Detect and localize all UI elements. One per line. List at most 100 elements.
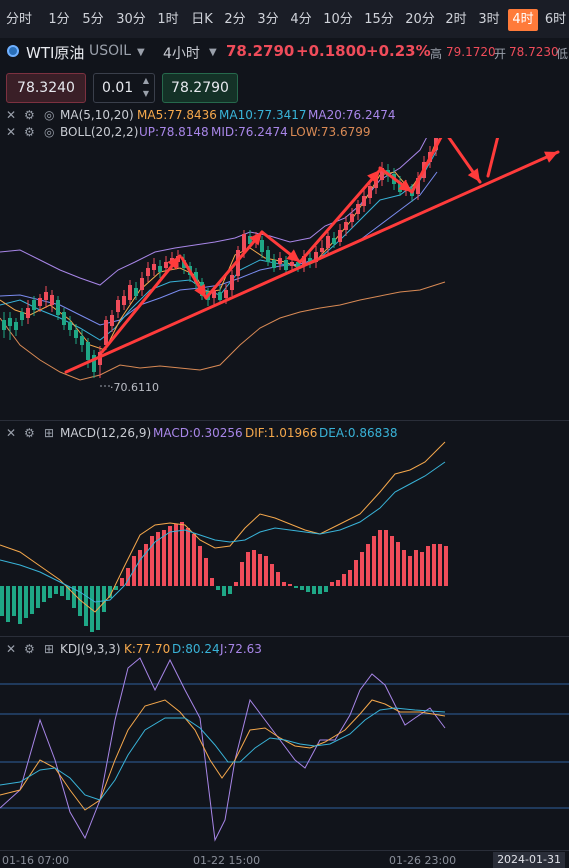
annotation-arrow-head	[286, 249, 300, 262]
macd-histogram-bar	[360, 552, 364, 586]
tab-12[interactable]: 2时	[445, 12, 467, 27]
close-boll-icon[interactable]: ✕	[6, 125, 17, 139]
macd-histogram-bar	[384, 530, 388, 586]
kdj-chart[interactable]	[0, 656, 569, 850]
macd-histogram-bar	[378, 530, 382, 586]
macd-histogram-bar	[48, 586, 52, 598]
annotation-arrow-line	[100, 254, 182, 354]
tab-1[interactable]: 1分	[48, 12, 70, 27]
visibility-boll-icon[interactable]: ◎	[44, 125, 55, 139]
annotation-arrow-head	[167, 256, 180, 270]
candle-body	[56, 300, 60, 315]
stepper-down-icon[interactable]: ▼	[142, 89, 150, 98]
candle-body	[380, 168, 384, 180]
symbol-name[interactable]: WTI原油	[26, 44, 85, 62]
tab-9[interactable]: 10分	[323, 12, 353, 27]
interval-dropdown-icon[interactable]: ▼	[209, 47, 217, 58]
macd-histogram-bar	[234, 582, 238, 586]
macd-histogram-bar	[216, 586, 220, 590]
candle-body	[38, 298, 42, 306]
candle-body	[74, 330, 78, 338]
ma20-value: MA20:76.2474	[308, 108, 396, 122]
macd-histogram-bar	[78, 586, 82, 616]
macd-histogram-bar	[270, 564, 274, 586]
dif-value: DIF:1.01966	[245, 426, 318, 440]
tab-5[interactable]: 日K	[191, 12, 213, 27]
candle-body	[368, 186, 372, 198]
macd-chart[interactable]	[0, 440, 569, 636]
candle-body	[248, 236, 252, 244]
candle-body	[62, 312, 66, 325]
macd-indicator-name: MACD(12,26,9)	[60, 426, 152, 440]
crosshair-date: 2024-01-31	[493, 852, 565, 868]
macd-histogram-bar	[36, 586, 40, 608]
macd-histogram-bar	[288, 584, 292, 586]
add-kdj-icon[interactable]: ⊞	[44, 642, 55, 656]
symbol-code[interactable]: USOIL	[89, 43, 132, 59]
tab-2[interactable]: 5分	[82, 12, 104, 27]
annotation-arrow-head	[544, 151, 558, 163]
annotation-arrow-line	[298, 168, 382, 264]
annotation-arrow-head	[398, 179, 412, 192]
tab-6[interactable]: 2分	[224, 12, 246, 27]
candle-body	[14, 322, 18, 330]
candle-body	[326, 236, 330, 248]
pane-divider[interactable]	[0, 420, 569, 421]
dif-line	[0, 441, 446, 613]
quantity-stepper[interactable]: ▲ ▼	[138, 74, 154, 102]
price-change-percent: +0.23%	[366, 42, 431, 60]
symbol-dropdown-icon[interactable]: ▼	[137, 47, 145, 58]
tab-15[interactable]: 6时	[544, 12, 567, 27]
dea-line	[0, 461, 446, 603]
candle-body	[92, 355, 96, 372]
settings-ma-icon[interactable]: ⚙	[24, 108, 35, 122]
macd-histogram-bar	[54, 586, 58, 594]
price-chart[interactable]: ·79.1720·70.6110	[0, 138, 569, 420]
sell-price-button[interactable]: 78.3240	[6, 73, 86, 103]
ma20-line	[0, 171, 438, 326]
quantity-input[interactable]: 0.01	[93, 73, 155, 103]
tab-3[interactable]: 30分	[116, 12, 146, 27]
settings-boll-icon[interactable]: ⚙	[24, 125, 35, 139]
settings-kdj-icon[interactable]: ⚙	[24, 642, 35, 656]
time-axis[interactable]: 01-16 07:00 01-22 15:00 01-26 23:00 2024…	[0, 850, 569, 868]
macd-histogram-bar	[186, 528, 190, 586]
tab-8[interactable]: 4分	[290, 12, 312, 27]
symbol-header	[0, 38, 569, 66]
tab-13[interactable]: 3时	[478, 12, 500, 27]
annotation-arrow-head	[367, 170, 380, 184]
interval-selector[interactable]: 4小时	[163, 46, 200, 62]
macd-histogram-bar	[132, 556, 136, 586]
macd-histogram-bar	[414, 550, 418, 586]
candle-body	[110, 315, 114, 326]
macd-histogram-bar	[156, 532, 160, 586]
kdj-k-line	[0, 699, 446, 811]
macd-value: MACD:0.30256	[153, 426, 243, 440]
close-macd-icon[interactable]: ✕	[6, 426, 17, 440]
tab-11[interactable]: 20分	[405, 12, 435, 27]
tab-4[interactable]: 1时	[157, 12, 179, 27]
macd-histogram-bar	[114, 586, 118, 590]
candle-body	[416, 178, 420, 194]
tab-0[interactable]: 分时	[5, 12, 32, 27]
close-kdj-icon[interactable]: ✕	[6, 642, 17, 656]
close-ma-icon[interactable]: ✕	[6, 108, 17, 122]
buy-price-button[interactable]: 78.2790	[162, 73, 238, 103]
visibility-ma-icon[interactable]: ◎	[44, 108, 55, 122]
tab-14[interactable]: 4时	[508, 9, 538, 31]
stepper-up-icon[interactable]: ▲	[142, 76, 150, 85]
settings-macd-icon[interactable]: ⚙	[24, 426, 35, 440]
macd-histogram-bar	[168, 526, 172, 586]
annotation-arrow-line	[486, 138, 500, 178]
candle-body	[8, 318, 12, 326]
symbol-logo-icon	[7, 45, 19, 57]
tab-10[interactable]: 15分	[364, 12, 394, 27]
kdj-j-value: J:72.63	[220, 642, 262, 656]
candle-body	[266, 250, 270, 262]
pane-divider[interactable]	[0, 636, 569, 637]
tab-7[interactable]: 3分	[257, 12, 279, 27]
add-macd-icon[interactable]: ⊞	[44, 426, 55, 440]
low-label: 低	[556, 47, 569, 61]
candle-body	[140, 278, 144, 290]
annotation-arrow-line	[410, 138, 443, 194]
